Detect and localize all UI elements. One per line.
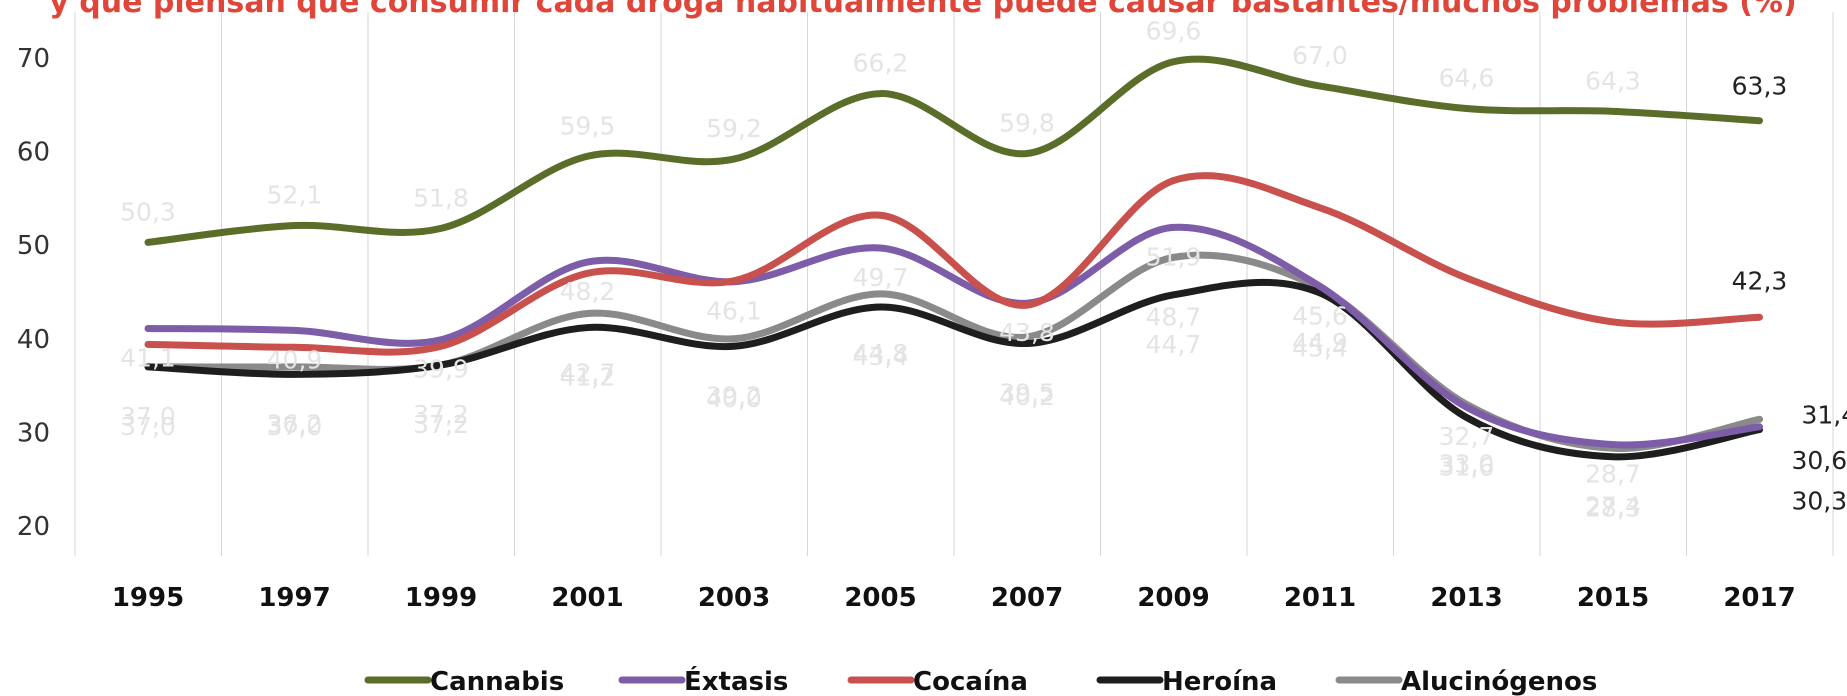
x-tick-label: 2003 [698, 583, 770, 613]
series-line-cannabis [144, 55, 1763, 246]
y-tick-label: 40 [17, 325, 50, 355]
y-tick-label: 20 [17, 512, 50, 542]
data-label: 30,6 [1792, 446, 1847, 475]
data-label: 48,7 [1146, 302, 1202, 331]
x-tick-label: 2015 [1577, 583, 1649, 613]
data-label: 48,2 [560, 277, 616, 306]
x-tick-label: 1995 [112, 583, 184, 613]
y-axis: 20 30 40 50 60 70 [17, 44, 50, 542]
x-tick-label: 2013 [1430, 583, 1502, 613]
data-label: 41,1 [120, 344, 176, 373]
legend-label: Alucinógenos [1401, 667, 1597, 696]
x-tick-label: 1999 [405, 583, 477, 613]
data-label: 31,6 [1439, 452, 1495, 481]
legend[interactable]: Cannabis Éxtasis Cocaína Heroína Alucinógeno… [364, 665, 1597, 696]
data-label: 27,4 [1585, 492, 1641, 521]
data-label: 37,0 [267, 412, 323, 441]
data-label: 59,5 [560, 111, 616, 140]
legend-item-cocaína[interactable]: Cocaína [847, 667, 1028, 696]
data-label: 43,8 [999, 318, 1055, 347]
x-tick-label: 2017 [1723, 583, 1795, 613]
data-label: 59,8 [999, 108, 1055, 137]
series-line-heroína [144, 278, 1763, 461]
data-label: 30,3 [1792, 487, 1847, 516]
x-tick-label: 1997 [258, 583, 330, 613]
data-label: 33,0 [1439, 449, 1495, 478]
data-label: 52,1 [267, 181, 323, 210]
data-label: 37,2 [413, 410, 469, 439]
data-label: 44,8 [853, 339, 909, 368]
data-label: 37,0 [120, 402, 176, 431]
data-label: 42,7 [560, 359, 616, 388]
data-label: 41,2 [560, 363, 616, 392]
data-label: 28,7 [1585, 460, 1641, 489]
x-axis: 1995 1997 1999 2001 2003 2005 2007 2009 2011 2013… [112, 583, 1796, 613]
data-labels: 50,3 52,1 51,8 59,5 59,2 66,2 59,8 69,6 67,0 64,6… [120, 17, 1847, 523]
chart-title: y que piensan que consumir cada droga ha… [49, 0, 1796, 20]
legend-label: Cocaína [913, 667, 1028, 696]
data-label: 64,3 [1585, 66, 1641, 95]
x-tick-label: 2001 [551, 583, 623, 613]
data-label: 50,3 [120, 197, 176, 226]
data-label: 45,6 [1292, 301, 1348, 330]
y-tick-label: 50 [17, 231, 50, 261]
data-label: 39,5 [999, 378, 1055, 407]
y-tick-label: 60 [17, 138, 50, 168]
legend-item-cannabis[interactable]: Cannabis [364, 667, 564, 696]
legend-label: Éxtasis [684, 665, 788, 696]
data-label: 44,7 [1146, 330, 1202, 359]
data-label: 44,9 [1292, 328, 1348, 357]
data-label: 40,0 [706, 384, 762, 413]
data-label: 49,7 [853, 263, 909, 292]
data-label: 32,7 [1439, 422, 1495, 451]
series-line-éxtasis [144, 223, 1763, 449]
legend-item-heroína[interactable]: Heroína [1096, 667, 1277, 696]
legend-item-éxtasis[interactable]: Éxtasis [618, 665, 788, 696]
legend-item-alucinógenos[interactable]: Alucinógenos [1335, 667, 1597, 696]
series-line-cocaína [144, 172, 1763, 356]
data-label: 42,3 [1732, 266, 1788, 295]
data-label: 40,2 [999, 382, 1055, 411]
data-label: 46,1 [706, 297, 762, 326]
data-label: 59,2 [706, 114, 762, 143]
legend-label: Cannabis [430, 667, 564, 696]
data-label: 69,6 [1146, 17, 1202, 46]
data-label: 64,6 [1439, 64, 1495, 93]
x-tick-label: 2009 [1137, 583, 1209, 613]
data-label: 45,4 [1292, 333, 1348, 362]
data-label: 51,8 [413, 183, 469, 212]
legend-label: Heroína [1162, 667, 1277, 696]
data-label: 39,2 [706, 381, 762, 410]
data-label: 66,2 [853, 49, 909, 78]
plot-grid [74, 12, 1834, 556]
data-label: 37,2 [413, 400, 469, 429]
y-tick-label: 30 [17, 418, 50, 448]
data-label: 37,0 [120, 412, 176, 441]
series-layer [144, 55, 1763, 461]
x-tick-label: 2011 [1284, 583, 1356, 613]
data-label: 43,4 [853, 342, 909, 371]
x-tick-label: 2007 [991, 583, 1063, 613]
data-label: 51,9 [1146, 242, 1202, 271]
x-tick-label: 2005 [844, 583, 916, 613]
data-label: 31,4 [1802, 400, 1847, 429]
data-label: 63,3 [1732, 72, 1788, 101]
data-label: 67,0 [1292, 41, 1348, 70]
data-label: 39,9 [413, 355, 469, 384]
data-label: 28,3 [1585, 493, 1641, 522]
y-tick-label: 70 [17, 44, 50, 74]
data-label: 40,9 [267, 345, 323, 374]
data-label: 36,2 [267, 409, 323, 438]
